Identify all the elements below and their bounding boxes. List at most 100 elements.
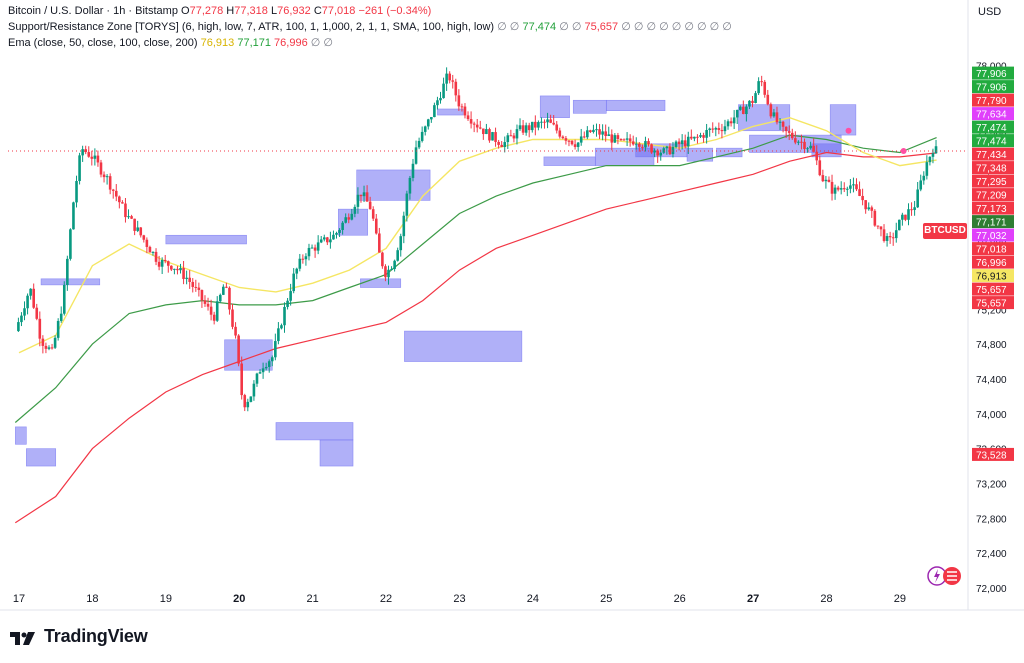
x-tick-label[interactable]: 25 [600,593,612,605]
x-tick-label[interactable]: 27 [747,593,759,605]
candle-body [827,179,831,182]
candle-body [543,121,546,123]
price-axis-label [972,296,1014,310]
candle-body [907,209,910,220]
candle-body [616,135,620,140]
candle-body [638,143,641,147]
candle-body [686,136,690,147]
tradingview-logo-icon [10,627,38,648]
candle-body [326,237,329,243]
candle-body [151,251,155,253]
legend-symbol[interactable]: Bitcoin / U.S. Dollar · 1h · Bitstamp [8,5,178,17]
candle-body [133,218,136,231]
price-axis-label [972,255,1014,269]
candle-body [283,306,286,326]
support-resistance-zone [572,99,607,114]
tradingview-wordmark: TradingView [44,626,148,646]
candle-body [846,188,849,190]
candle-body [797,141,800,143]
candle-body [371,209,375,219]
candle-body [494,132,497,142]
candle-body [301,258,305,260]
x-tick-label[interactable]: 28 [820,593,832,605]
candle-body [35,307,39,319]
candle-body [690,136,693,139]
candle-body [121,202,124,204]
candle-body [659,152,663,156]
candle-body [130,216,133,219]
candle-body [228,287,231,310]
legend-sr-value-1: 77,474 [522,21,557,33]
price-axis-label-text: 77,171 [976,218,1007,229]
x-tick-label[interactable]: 22 [380,593,392,605]
candle-body [75,181,78,203]
candle-body [708,128,711,131]
candle-body [26,295,29,309]
candle-body [29,288,32,296]
candle-body [17,322,20,332]
price-axis-label-text: 77,173 [976,204,1007,215]
candle-body [836,187,840,190]
price-axis-label [972,134,1014,148]
candle-body [702,135,705,138]
price-axis-label-text: 77,434 [976,150,1007,161]
support-resistance-zone [224,339,273,371]
x-tick-label[interactable]: 26 [674,593,686,605]
ema-50-line [18,116,937,354]
candle-body [451,80,455,82]
candle-body [760,81,763,83]
candle-body [928,156,932,163]
candle-body [313,247,317,251]
candle-body [919,180,923,190]
x-tick-label[interactable]: 24 [527,593,539,605]
price-axis-label-text: 75,657 [976,285,1007,296]
legend-ema-value-3: 76,996 [274,37,308,49]
legend-sr-null-b: ∅ ∅ [559,21,582,33]
candle-body [558,130,562,137]
currency-label[interactable]: USD [978,6,1002,18]
legend-ema-line[interactable]: Ema (close, 50, close, 100, close, 200) … [8,36,333,50]
candle-body [830,181,834,194]
candle-body [518,125,522,130]
candle-body [894,230,898,239]
candle-body [72,202,75,230]
x-tick-label[interactable]: 18 [86,593,98,605]
candle-body [347,217,351,220]
candle-body [925,162,929,176]
legend-ema-value-1: 76,913 [200,37,235,49]
candle-body [66,258,69,285]
x-tick-label[interactable]: 17 [13,593,25,605]
candle-body [622,139,626,141]
candle-body [488,129,491,141]
candle-body [206,303,210,307]
candle-body [160,259,164,267]
x-tick-label[interactable]: 21 [307,593,319,605]
legend-ema-name: Ema (close, 50, close, 100, close, 200) [8,37,198,49]
x-tick-label[interactable]: 20 [233,593,245,605]
candle-body [656,150,659,156]
price-axis-label-text: 77,790 [976,96,1007,107]
candle-body [240,363,243,396]
candle-body [931,153,935,157]
candle-body [644,141,647,148]
x-tick-label[interactable]: 29 [894,593,906,605]
candle-body [436,100,439,106]
alert-icons[interactable] [926,565,966,592]
price-axis-label [972,120,1014,134]
legend-sr-zone-line[interactable]: Support/Resistance Zone [TORYS] (6, high… [8,20,732,34]
price-axis-label [972,228,1014,242]
tradingview-brand[interactable]: TradingView [10,626,148,648]
x-tick-label[interactable]: 23 [453,593,465,605]
support-resistance-zone [360,278,402,288]
candle-body [910,209,913,211]
candle-body [873,210,877,226]
legend-high-label: H [226,5,235,17]
candle-body [901,214,904,220]
candle-body [252,383,256,397]
x-tick-label[interactable]: 19 [160,593,172,605]
price-axis-label-text: 77,209 [976,191,1007,202]
candle-body [191,281,195,287]
candle-body [108,176,112,190]
candle-body [166,261,170,266]
